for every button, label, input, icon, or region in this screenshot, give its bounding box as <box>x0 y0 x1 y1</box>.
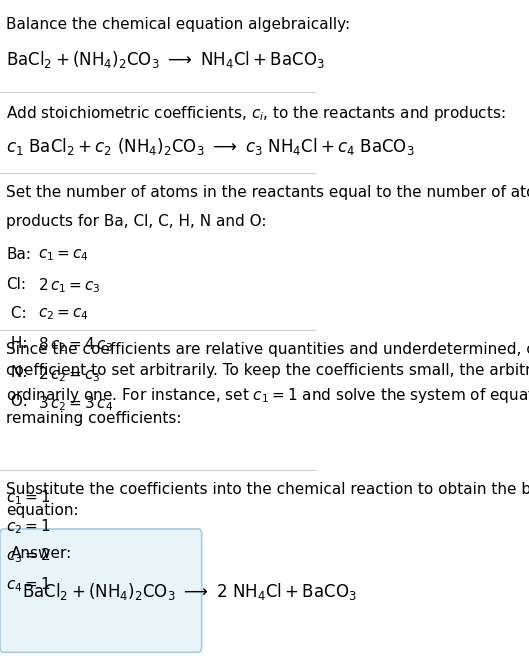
Text: $c_4 = 1$: $c_4 = 1$ <box>6 575 51 594</box>
Text: $8\,c_2 = 4\,c_3$: $8\,c_2 = 4\,c_3$ <box>38 336 113 354</box>
Text: Since the coefficients are relative quantities and underdetermined, choose a
coe: Since the coefficients are relative quan… <box>6 342 529 426</box>
FancyBboxPatch shape <box>0 529 202 652</box>
Text: H:: H: <box>6 336 28 351</box>
Text: products for Ba, Cl, C, H, N and O:: products for Ba, Cl, C, H, N and O: <box>6 213 267 229</box>
Text: $2\,c_2 = c_3$: $2\,c_2 = c_3$ <box>38 365 101 384</box>
Text: Balance the chemical equation algebraically:: Balance the chemical equation algebraica… <box>6 17 350 31</box>
Text: Add stoichiometric coefficients, $c_i$, to the reactants and products:: Add stoichiometric coefficients, $c_i$, … <box>6 104 506 123</box>
Text: $c_2 = 1$: $c_2 = 1$ <box>6 517 51 536</box>
Text: $2\,c_1 = c_3$: $2\,c_1 = c_3$ <box>38 277 101 295</box>
Text: $c_2 = c_4$: $c_2 = c_4$ <box>38 306 89 321</box>
Text: Answer:: Answer: <box>11 546 72 560</box>
Text: N:: N: <box>6 365 28 380</box>
Text: C:: C: <box>6 306 27 321</box>
Text: O:: O: <box>6 394 28 410</box>
Text: Substitute the coefficients into the chemical reaction to obtain the balanced
eq: Substitute the coefficients into the che… <box>6 482 529 518</box>
Text: $c_1 = 1$: $c_1 = 1$ <box>6 488 51 506</box>
Text: $\mathrm{BaCl_2 + (NH_4)_2CO_3 \ \longrightarrow \ NH_4Cl + BaCO_3}$: $\mathrm{BaCl_2 + (NH_4)_2CO_3 \ \longri… <box>6 49 325 69</box>
Text: $c_1 = c_4$: $c_1 = c_4$ <box>38 247 89 263</box>
Text: Ba:: Ba: <box>6 247 31 262</box>
Text: Cl:: Cl: <box>6 277 26 291</box>
Text: Set the number of atoms in the reactants equal to the number of atoms in the: Set the number of atoms in the reactants… <box>6 185 529 200</box>
Text: $c_1\ \mathrm{BaCl_2} + c_2\ \mathrm{(NH_4)_2CO_3}\ \longrightarrow \ c_3\ \math: $c_1\ \mathrm{BaCl_2} + c_2\ \mathrm{(NH… <box>6 136 415 157</box>
Text: $\mathrm{BaCl_2 + (NH_4)_2CO_3 \ \longrightarrow \ 2\ NH_4Cl + BaCO_3}$: $\mathrm{BaCl_2 + (NH_4)_2CO_3 \ \longri… <box>22 581 357 602</box>
Text: $c_3 = 2$: $c_3 = 2$ <box>6 546 51 565</box>
Text: $3\,c_2 = 3\,c_4$: $3\,c_2 = 3\,c_4$ <box>38 394 113 413</box>
